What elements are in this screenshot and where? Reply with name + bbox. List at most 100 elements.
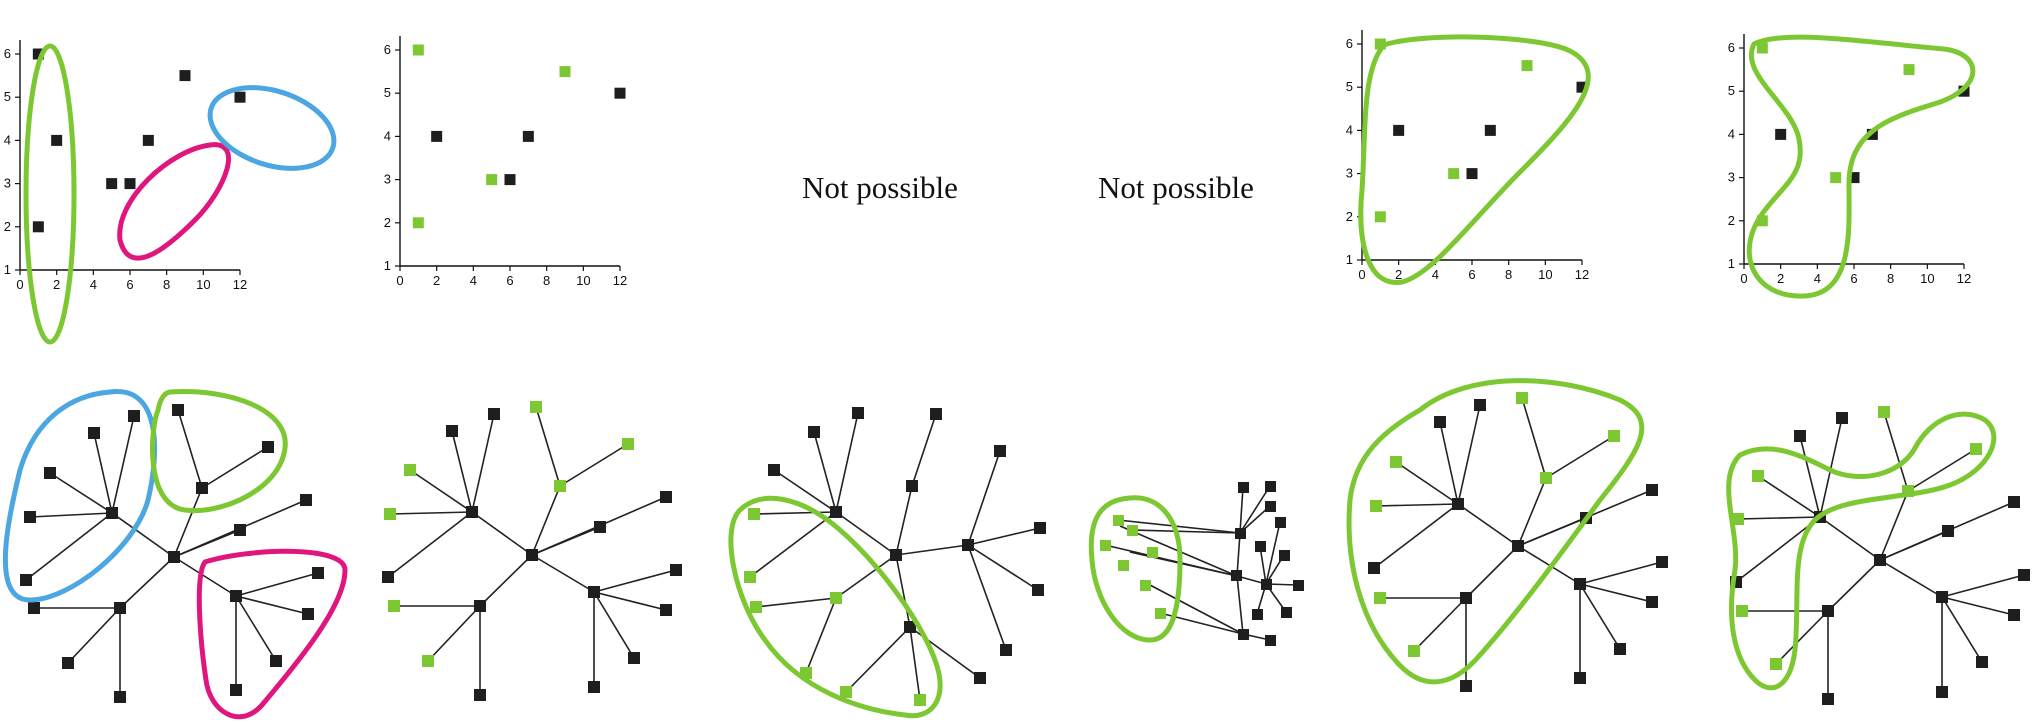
- selected-data-point: [412, 44, 424, 56]
- tree-graph-not-possible-a: [728, 407, 1046, 719]
- cluster-outlines: [23, 43, 337, 345]
- node: [2018, 569, 2030, 581]
- node: [382, 571, 394, 583]
- green-cluster-outline: [150, 389, 288, 514]
- node: [466, 506, 478, 518]
- node: [1279, 550, 1290, 561]
- node: [808, 426, 820, 438]
- data-point: [504, 174, 516, 186]
- node: [1252, 609, 1263, 620]
- tree-edges: [387, 406, 677, 695]
- x-tick-label: 8: [543, 273, 550, 288]
- node: [1265, 501, 1276, 512]
- node: [1293, 580, 1304, 591]
- node: [1032, 584, 1044, 596]
- node: [830, 506, 842, 518]
- selected-data-point: [1756, 215, 1768, 227]
- x-tick-label: 6: [1850, 271, 1857, 286]
- selected-node: [750, 601, 762, 613]
- y-tick-label: 3: [1346, 166, 1353, 181]
- selected-node: [622, 438, 634, 450]
- x-tick-label: 10: [1920, 271, 1934, 286]
- node: [1275, 517, 1286, 528]
- selected-node: [1770, 658, 1782, 670]
- selected-node: [830, 592, 842, 604]
- plot-points: [1756, 42, 1970, 227]
- green-region-outline: [1726, 411, 1997, 691]
- selected-node: [1100, 540, 1111, 551]
- y-tick-label: 2: [1346, 209, 1353, 224]
- x-tick-label: 12: [1957, 271, 1971, 286]
- node: [1452, 498, 1464, 510]
- node: [88, 427, 100, 439]
- data-point: [32, 221, 44, 233]
- data-point: [124, 178, 136, 190]
- node: [660, 604, 672, 616]
- node: [628, 652, 640, 664]
- x-tick-label: 12: [1575, 267, 1589, 282]
- node: [1614, 643, 1626, 655]
- tree-edges: [25, 409, 319, 697]
- x-tick-label: 4: [1814, 271, 1821, 286]
- y-tick-label: 5: [4, 89, 11, 104]
- selected-node: [1516, 392, 1528, 404]
- y-tick-label: 2: [384, 215, 391, 230]
- magenta-cluster-outline: [117, 142, 231, 261]
- selected-node: [1374, 592, 1386, 604]
- selected-data-point: [1448, 168, 1460, 180]
- tree-graph-region-a: [1346, 378, 1668, 692]
- node: [62, 657, 74, 669]
- green-region-outline: [1746, 34, 1976, 299]
- node: [488, 408, 500, 420]
- y-tick-label: 4: [384, 128, 391, 143]
- y-tick-label: 1: [1728, 256, 1735, 271]
- plot-points: [32, 48, 246, 233]
- x-tick-label: 4: [1432, 267, 1439, 282]
- selected-node: [1736, 605, 1748, 617]
- node: [300, 494, 312, 506]
- node: [1235, 528, 1246, 539]
- node: [128, 410, 140, 422]
- y-tick-label: 2: [4, 219, 11, 234]
- node: [1265, 635, 1276, 646]
- green-region-outline: [1346, 378, 1645, 685]
- node: [2008, 496, 2020, 508]
- x-tick-label: 0: [1358, 267, 1365, 282]
- node: [768, 464, 780, 476]
- selected-data-point: [1830, 172, 1842, 184]
- selected-node: [1370, 500, 1382, 512]
- x-tick-label: 10: [196, 277, 210, 292]
- node: [890, 549, 902, 561]
- data-point: [142, 134, 154, 146]
- node: [1976, 656, 1988, 668]
- node: [44, 467, 56, 479]
- node: [962, 539, 974, 551]
- x-tick-label: 10: [576, 273, 590, 288]
- green-region-outline: [1088, 495, 1183, 643]
- node: [28, 602, 40, 614]
- y-tick-label: 6: [384, 42, 391, 57]
- x-tick-label: 10: [1538, 267, 1552, 282]
- y-tick-label: 5: [384, 85, 391, 100]
- selected-node: [388, 600, 400, 612]
- node: [230, 684, 242, 696]
- selected-node: [1113, 515, 1124, 526]
- selected-node: [1140, 580, 1151, 591]
- node: [168, 551, 180, 563]
- node: [1231, 570, 1242, 581]
- x-tick-label: 12: [233, 277, 247, 292]
- selected-node: [384, 508, 396, 520]
- tree-nodes: [1730, 406, 2030, 705]
- tree-graph-clusters: [2, 389, 348, 720]
- x-tick-label: 8: [1505, 267, 1512, 282]
- node: [474, 600, 486, 612]
- node: [262, 441, 274, 453]
- node: [1646, 596, 1658, 608]
- node: [172, 404, 184, 416]
- node: [588, 681, 600, 693]
- node: [1574, 578, 1586, 590]
